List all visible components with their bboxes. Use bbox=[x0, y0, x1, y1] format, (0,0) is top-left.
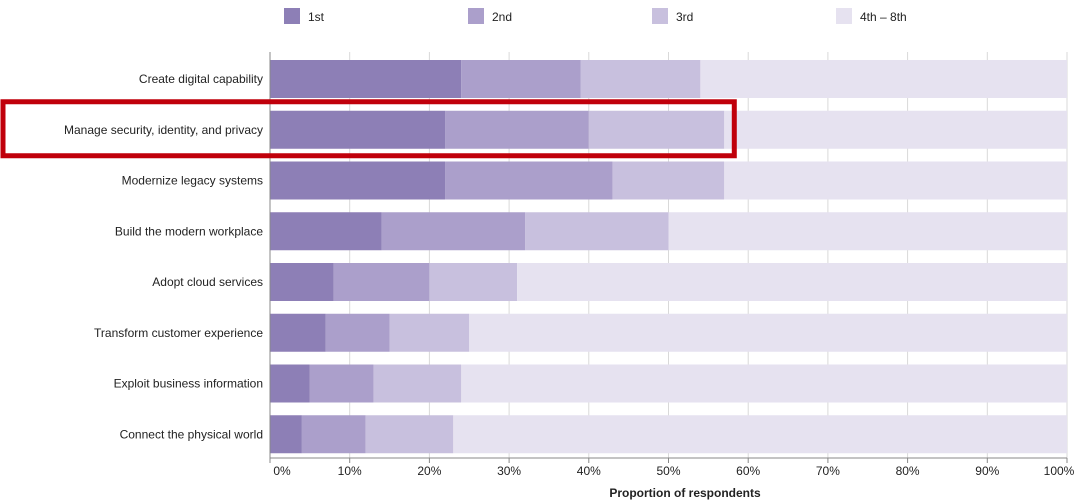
bar-segment-2 bbox=[445, 161, 613, 200]
highlight-annotation bbox=[0, 99, 737, 159]
category-label: Modernize legacy systems bbox=[122, 174, 263, 188]
bar-segment-3 bbox=[365, 415, 454, 454]
category-label: Manage security, identity, and privacy bbox=[64, 123, 263, 137]
category-label: Adopt cloud services bbox=[152, 275, 263, 289]
legend-label-1: 1st bbox=[308, 10, 325, 24]
bar-segment-2 bbox=[445, 110, 589, 149]
x-tick-label: 90% bbox=[975, 464, 999, 478]
bar-segment-2 bbox=[301, 415, 366, 454]
bar-segment-2 bbox=[325, 313, 390, 352]
category-labels: Create digital capability Manage security… bbox=[64, 72, 263, 441]
highlight-box bbox=[0, 99, 737, 159]
bar-segment-4 bbox=[700, 60, 1067, 98]
bar-segment-3 bbox=[612, 161, 725, 200]
bar-segment-4 bbox=[517, 263, 1067, 301]
x-axis: 0% 10% 20% 30% 40% 50% 60% 70% 80% 90% 100% bbox=[269, 52, 1075, 478]
bar-segment-2 bbox=[309, 364, 374, 403]
legend-label-3: 3rd bbox=[676, 10, 693, 24]
bar-segment-1 bbox=[270, 110, 446, 149]
x-axis-title: Proportion of respondents bbox=[609, 486, 761, 500]
bar-segment-1 bbox=[270, 263, 334, 301]
bar-segment-3 bbox=[580, 60, 701, 98]
chart-legend: 1st 2nd 3rd 4th – 8th bbox=[284, 8, 907, 24]
bar-segment-4 bbox=[469, 313, 1067, 352]
bar-segment-2 bbox=[461, 60, 581, 98]
bar-segment-3 bbox=[525, 212, 669, 251]
x-tick-label: 50% bbox=[656, 464, 680, 478]
bar-segment-3 bbox=[429, 263, 518, 301]
legend-label-4: 4th – 8th bbox=[860, 10, 907, 24]
x-tick-label: 40% bbox=[577, 464, 601, 478]
category-label: Connect the physical world bbox=[120, 427, 263, 441]
x-tick-label: 80% bbox=[896, 464, 920, 478]
legend-swatch-3 bbox=[652, 8, 668, 24]
category-label: Create digital capability bbox=[139, 72, 263, 86]
legend-label-2: 2nd bbox=[492, 10, 512, 24]
bar-segment-4 bbox=[724, 110, 1067, 149]
legend-swatch-1 bbox=[284, 8, 300, 24]
bar-segment-3 bbox=[588, 110, 725, 149]
bar-segment-3 bbox=[389, 313, 470, 352]
bar-segment-3 bbox=[373, 364, 462, 403]
x-tick-label: 20% bbox=[417, 464, 441, 478]
bar-segment-1 bbox=[270, 212, 382, 251]
category-label: Build the modern workplace bbox=[115, 224, 263, 238]
x-tick-label: 70% bbox=[816, 464, 840, 478]
bar-segment-1 bbox=[270, 60, 462, 98]
x-tick-label: 60% bbox=[736, 464, 760, 478]
legend-swatch-2 bbox=[468, 8, 484, 24]
bar-segment-2 bbox=[381, 212, 526, 251]
bar-segment-1 bbox=[270, 415, 302, 454]
legend-swatch-4 bbox=[836, 8, 852, 24]
category-label: Exploit business information bbox=[114, 377, 263, 391]
bar-segment-1 bbox=[270, 161, 446, 200]
x-tick-label: 30% bbox=[497, 464, 521, 478]
x-tick-label: 100% bbox=[1044, 464, 1075, 478]
x-tick-label: 10% bbox=[338, 464, 362, 478]
bar-segment-4 bbox=[668, 212, 1067, 251]
x-tick-label: 0% bbox=[273, 464, 291, 478]
bar-segment-1 bbox=[270, 313, 326, 352]
bar-segment-2 bbox=[333, 263, 430, 301]
bar-segment-1 bbox=[270, 364, 310, 403]
bar-segment-4 bbox=[724, 161, 1067, 200]
bar-segment-4 bbox=[453, 415, 1067, 454]
bars-area bbox=[270, 60, 1067, 454]
bar-segment-4 bbox=[461, 364, 1067, 403]
category-label: Transform customer experience bbox=[94, 326, 263, 340]
